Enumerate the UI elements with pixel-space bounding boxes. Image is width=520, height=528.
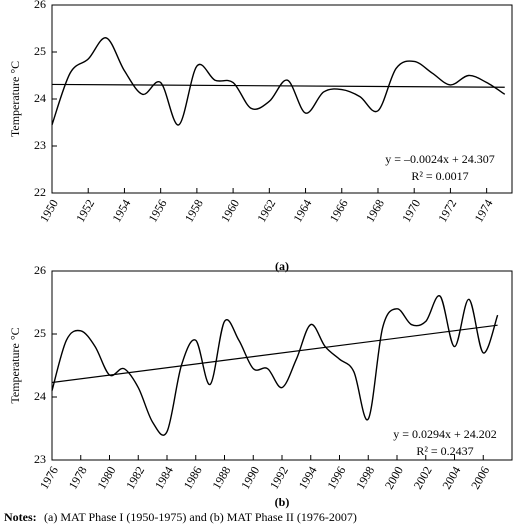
- x-tick-label: 1992: [267, 464, 291, 492]
- y-tick-label: 25: [34, 326, 46, 340]
- x-tick-label: 1972: [435, 197, 459, 225]
- x-tick-label: 1954: [109, 197, 133, 225]
- x-tick-label: 1956: [146, 197, 170, 225]
- x-tick-label: 1978: [66, 464, 90, 492]
- trend-line: [51, 83, 505, 88]
- notes-label: Notes:: [4, 510, 37, 524]
- x-tick-label: 1988: [209, 464, 233, 492]
- y-tick-label: 22: [34, 185, 46, 199]
- trend-line: [51, 324, 498, 384]
- panel-label: (a): [275, 259, 289, 273]
- x-tick-label: 1994: [296, 464, 320, 492]
- x-tick-label: 1950: [37, 197, 61, 225]
- x-tick-label: 1974: [472, 197, 496, 225]
- x-tick-label: 1968: [363, 197, 387, 225]
- x-tick-label: 1976: [37, 464, 61, 492]
- annotation: y = 0.0294x + 24.202: [393, 427, 497, 441]
- x-tick-label: 1980: [94, 464, 118, 492]
- x-tick-label: 1962: [254, 197, 278, 225]
- y-axis-label: Temperature °C: [8, 61, 22, 137]
- x-tick-label: 2006: [468, 464, 492, 492]
- x-tick-label: 1952: [73, 197, 97, 225]
- y-axis-label: Temperature °C: [8, 327, 22, 403]
- y-tick-label: 23: [34, 138, 46, 152]
- y-tick-label: 23: [34, 452, 46, 466]
- x-tick-label: 1982: [123, 464, 147, 492]
- y-tick-label: 25: [34, 44, 46, 58]
- x-tick-label: 1984: [152, 464, 176, 492]
- x-tick-label: 2002: [411, 464, 435, 492]
- data-line: [51, 295, 499, 436]
- annotation: R² = 0.0017: [411, 169, 468, 183]
- x-tick-label: 1960: [218, 197, 242, 225]
- x-tick-label: 1998: [353, 464, 377, 492]
- x-tick-label: 1964: [290, 197, 314, 225]
- x-tick-label: 1958: [182, 197, 206, 225]
- y-tick-label: 26: [34, 0, 46, 11]
- y-tick-label: 24: [34, 389, 46, 403]
- x-tick-label: 1970: [399, 197, 423, 225]
- x-tick-label: 1986: [181, 464, 205, 492]
- x-tick-label: 2000: [382, 464, 406, 492]
- annotation: y = –0.0024x + 24.307: [385, 152, 495, 166]
- x-tick-label: 1966: [327, 197, 351, 225]
- notes-text: (a) MAT Phase I (1950-1975) and (b) MAT …: [44, 510, 357, 524]
- y-tick-label: 24: [34, 91, 46, 105]
- x-tick-label: 1996: [324, 464, 348, 492]
- x-tick-label: 2004: [439, 464, 463, 492]
- annotation: R² = 0.2437: [416, 444, 473, 458]
- panel-label: (b): [275, 495, 290, 509]
- data-line: [51, 37, 506, 126]
- x-tick-label: 1990: [238, 464, 262, 492]
- y-tick-label: 26: [34, 263, 46, 277]
